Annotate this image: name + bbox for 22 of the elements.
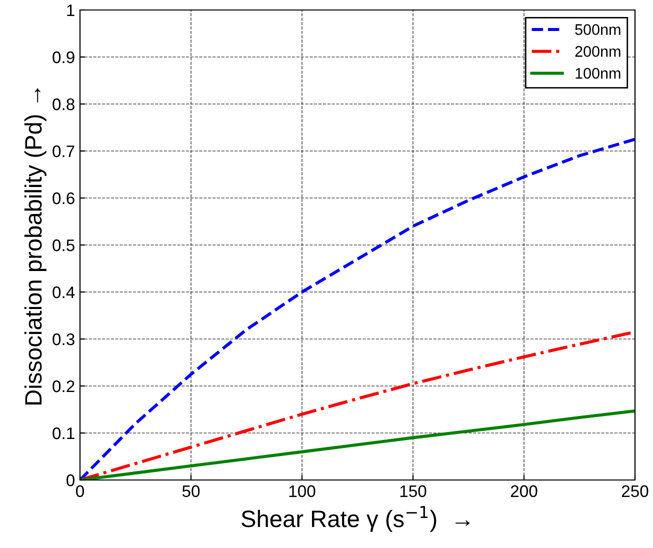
y-tick-label: 0.8: [52, 98, 74, 110]
legend-label: 500nm: [575, 24, 620, 35]
x-axis-title: Shear Rate γ (s$^{−1}$) →: [242, 506, 470, 532]
legend-label: 100nm: [576, 68, 620, 79]
x-tick-label: 200: [510, 485, 538, 498]
x-tick-label: 250: [622, 485, 648, 498]
y-tick-label: 0: [66, 474, 74, 486]
x-tick-label: 50: [182, 485, 200, 498]
y-tick-label: 0.4: [52, 286, 75, 298]
legend-label: 200nm: [575, 46, 620, 57]
y-axis-title: Dissociation probability (Pd) →: [24, 88, 46, 404]
y-tick-label: 0.2: [52, 380, 74, 392]
y-tick-label: 0.5: [52, 239, 74, 252]
x-tick-label: 150: [400, 485, 426, 498]
y-tick-label: 0.7: [52, 145, 74, 158]
y-tick-label: 0.9: [52, 51, 74, 64]
y-tick-label: 1: [67, 4, 74, 16]
y-tick-label: 0.6: [52, 192, 74, 204]
y-tick-label: 0.1: [52, 427, 74, 440]
x-tick-label: 100: [289, 485, 316, 498]
y-tick-label: 0.3: [52, 333, 74, 346]
x-tick-label: 0: [76, 485, 84, 498]
